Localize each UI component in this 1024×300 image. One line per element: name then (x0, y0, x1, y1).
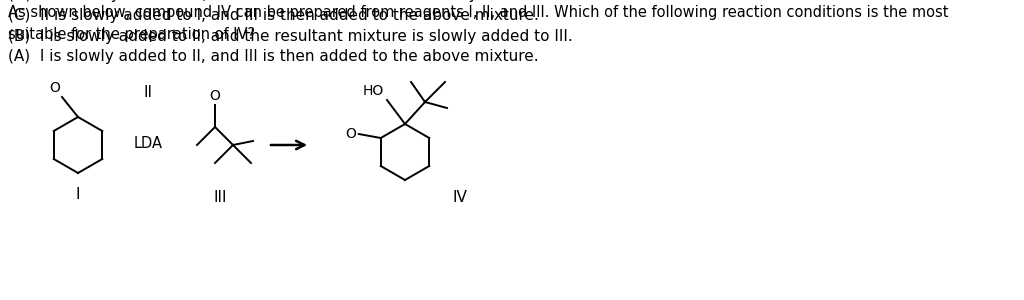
Text: O: O (345, 127, 355, 141)
Text: O: O (210, 89, 220, 103)
Text: II: II (143, 85, 153, 100)
Text: IV: IV (453, 190, 467, 205)
Text: III: III (213, 190, 226, 205)
Text: I: I (76, 187, 80, 202)
Text: (D)  II is slowly added to I, and the resultant mixture is slowly added to III.: (D) II is slowly added to I, and the res… (8, 0, 574, 2)
Text: HO: HO (362, 84, 384, 98)
Text: (A)  I is slowly added to II, and III is then added to the above mixture.: (A) I is slowly added to II, and III is … (8, 49, 539, 64)
Text: As shown below, compound IV can be prepared from reagents I, II, and III. Which : As shown below, compound IV can be prepa… (8, 5, 948, 42)
Text: (C)  II is slowly added to I, and III is then added to the above mixture.: (C) II is slowly added to I, and III is … (8, 8, 539, 23)
Text: O: O (49, 81, 60, 95)
Text: (B)  I is slowly added to II, and the resultant mixture is slowly added to III.: (B) I is slowly added to II, and the res… (8, 28, 572, 44)
Text: LDA: LDA (133, 136, 163, 151)
